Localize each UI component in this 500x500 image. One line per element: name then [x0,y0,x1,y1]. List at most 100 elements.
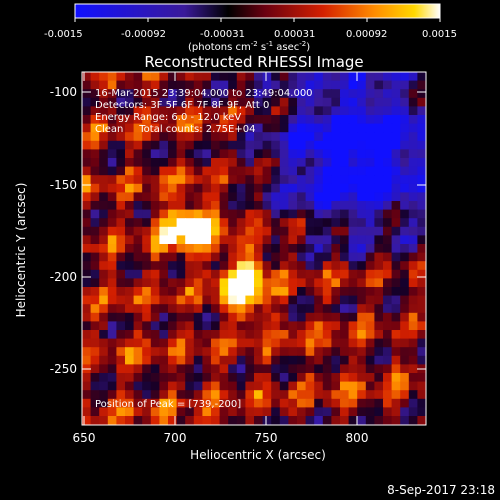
image-pixel [357,132,367,142]
image-pixel [383,201,393,211]
image-pixel [279,287,289,297]
image-pixel [297,261,307,271]
image-pixel [142,140,152,150]
image-pixel [176,330,186,340]
image-pixel [254,132,264,142]
image-pixel [219,140,229,150]
image-pixel [245,295,255,305]
image-pixel [211,192,221,202]
image-pixel [340,115,350,125]
image-pixel [374,106,384,116]
image-pixel [193,97,203,107]
image-pixel [116,183,126,193]
image-pixel [365,158,375,168]
image-pixel [99,218,109,228]
image-pixel [322,244,332,254]
image-pixel [116,416,126,425]
image-pixel [150,80,160,90]
image-pixel [357,338,367,348]
image-pixel [219,424,229,425]
image-pixel [245,407,255,417]
image-pixel [150,235,160,245]
image-pixel [202,183,212,193]
image-pixel [331,312,341,322]
image-pixel [133,321,143,331]
image-pixel [82,192,92,202]
image-pixel [185,226,195,236]
image-pixel [288,398,298,408]
image-pixel [116,390,126,400]
image-pixel [417,338,426,348]
image-pixel [193,304,203,314]
image-pixel [417,209,426,219]
image-pixel [245,424,255,425]
image-pixel [254,407,264,417]
image-pixel [279,201,289,211]
image-pixel [357,218,367,228]
image-pixel [340,183,350,193]
image-pixel [374,287,384,297]
image-pixel [365,330,375,340]
image-pixel [357,149,367,159]
image-pixel [288,201,298,211]
image-pixel [159,390,169,400]
image-pixel [305,312,315,322]
image-pixel [150,183,160,193]
image-pixel [133,398,143,408]
image-pixel [254,218,264,228]
image-pixel [82,347,92,357]
image-pixel [271,218,281,228]
image-pixel [288,381,298,391]
image-pixel [219,407,229,417]
image-pixel [185,72,195,82]
image-pixel [340,158,350,168]
image-pixel [82,398,92,408]
image-pixel [340,261,350,271]
image-pixel [279,149,289,159]
image-pixel [391,158,401,168]
image-pixel [228,407,238,417]
image-pixel [211,97,221,107]
image-pixel [107,398,117,408]
image-pixel [142,424,152,425]
image-pixel [271,201,281,211]
image-pixel [202,132,212,142]
image-pixel [99,269,109,279]
image-pixel [297,97,307,107]
image-pixel [383,278,393,288]
image-pixel [254,269,264,279]
image-pixel [314,149,324,159]
image-pixel [236,209,246,219]
image-pixel [374,192,384,202]
image-pixel [245,72,255,82]
image-pixel [374,218,384,228]
image-pixel [340,235,350,245]
image-pixel [271,106,281,116]
image-pixel [288,175,298,185]
image-pixel [297,89,307,99]
image-pixel [185,209,195,219]
image-pixel [150,132,160,142]
image-pixel [202,355,212,365]
image-pixel [365,398,375,408]
image-pixel [142,416,152,425]
image-pixel [383,209,393,219]
image-pixel [236,355,246,365]
image-pixel [391,115,401,125]
image-pixel [219,321,229,331]
image-pixel [314,72,324,82]
image-pixel [219,80,229,90]
image-pixel [374,278,384,288]
image-pixel [305,278,315,288]
image-pixel [314,312,324,322]
image-pixel [365,132,375,142]
image-pixel [383,97,393,107]
image-pixel [133,261,143,271]
image-pixel [357,304,367,314]
image-pixel [340,123,350,133]
image-pixel [125,338,135,348]
image-pixel [236,226,246,236]
image-pixel [322,398,332,408]
image-pixel [142,226,152,236]
image-pixel [133,97,143,107]
